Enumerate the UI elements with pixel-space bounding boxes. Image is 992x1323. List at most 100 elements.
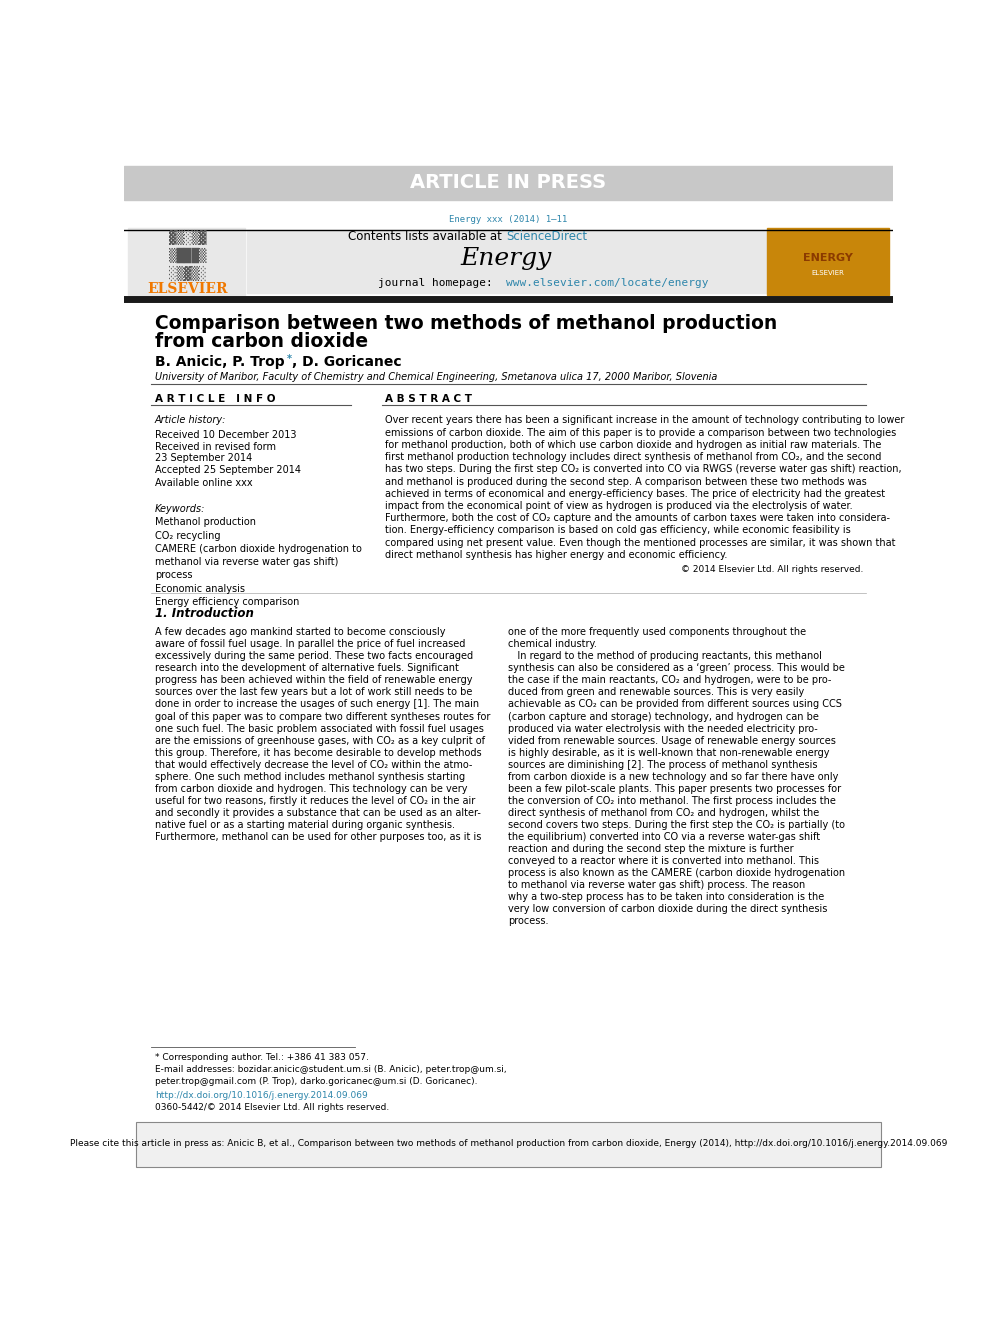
Text: emissions of carbon dioxide. The aim of this paper is to provide a comparison be: emissions of carbon dioxide. The aim of … [386,427,897,438]
Text: from carbon dioxide: from carbon dioxide [155,332,368,351]
Text: 0360-5442/© 2014 Elsevier Ltd. All rights reserved.: 0360-5442/© 2014 Elsevier Ltd. All right… [155,1103,389,1113]
Text: ELSEVIER: ELSEVIER [811,270,844,277]
Text: first methanol production technology includes direct synthesis of methanol from : first methanol production technology inc… [386,452,882,462]
Text: methanol via reverse water gas shift): methanol via reverse water gas shift) [155,557,338,568]
Text: excessively during the same period. These two facts encouraged: excessively during the same period. Thes… [155,651,473,662]
Text: reaction and during the second step the mixture is further: reaction and during the second step the … [509,844,794,853]
Text: compared using net present value. Even though the mentioned processes are simila: compared using net present value. Even t… [386,537,896,548]
Text: Keywords:: Keywords: [155,504,205,515]
Text: ARTICLE IN PRESS: ARTICLE IN PRESS [411,173,606,192]
Text: journal homepage:: journal homepage: [378,278,506,288]
Text: sources over the last few years but a lot of work still needs to be: sources over the last few years but a lo… [155,688,472,697]
Text: Methanol production: Methanol production [155,517,256,528]
Text: achieved in terms of economical and energy-efficiency bases. The price of electr: achieved in terms of economical and ener… [386,488,886,499]
Text: *: * [287,355,292,364]
Text: Please cite this article in press as: Anicic B, et al., Comparison between two m: Please cite this article in press as: An… [69,1139,947,1148]
Text: sources are diminishing [2]. The process of methanol synthesis: sources are diminishing [2]. The process… [509,759,817,770]
Text: duced from green and renewable sources. This is very easily: duced from green and renewable sources. … [509,688,805,697]
Text: has two steps. During the first step CO₂ is converted into CO via RWGS (reverse : has two steps. During the first step CO₂… [386,464,902,475]
Text: 23 September 2014: 23 September 2014 [155,454,252,463]
Text: Energy efficiency comparison: Energy efficiency comparison [155,597,300,607]
Text: progress has been achieved within the field of renewable energy: progress has been achieved within the fi… [155,676,472,685]
Text: CAMERE (carbon dioxide hydrogenation to: CAMERE (carbon dioxide hydrogenation to [155,544,362,554]
Text: Furthermore, both the cost of CO₂ capture and the amounts of carbon taxes were t: Furthermore, both the cost of CO₂ captur… [386,513,891,524]
Text: the case if the main reactants, CO₂ and hydrogen, were to be pro-: the case if the main reactants, CO₂ and … [509,676,831,685]
Text: E-mail addresses: bozidar.anicic@student.um.si (B. Anicic), peter.trop@um.si,: E-mail addresses: bozidar.anicic@student… [155,1065,506,1074]
Text: this group. Therefore, it has become desirable to develop methods: this group. Therefore, it has become des… [155,747,481,758]
Text: ▓▒░▒▓
▒███▒
░▒▓▒░: ▓▒░▒▓ ▒███▒ ░▒▓▒░ [169,230,206,280]
Text: process: process [155,570,192,581]
Text: Energy xxx (2014) 1–11: Energy xxx (2014) 1–11 [449,214,567,224]
Text: chemical industry.: chemical industry. [509,639,597,650]
Text: www.elsevier.com/locate/energy: www.elsevier.com/locate/energy [506,278,708,288]
Text: been a few pilot-scale plants. This paper presents two processes for: been a few pilot-scale plants. This pape… [509,783,841,794]
Text: Received in revised form: Received in revised form [155,442,276,452]
Text: ELSEVIER: ELSEVIER [148,282,228,296]
Text: Energy: Energy [460,247,552,270]
Text: University of Maribor, Faculty of Chemistry and Chemical Engineering, Smetanova : University of Maribor, Faculty of Chemis… [155,372,717,381]
Text: done in order to increase the usages of such energy [1]. The main: done in order to increase the usages of … [155,700,479,709]
Bar [136,1122,881,1167]
Bar [247,230,766,294]
Text: (carbon capture and storage) technology, and hydrogen can be: (carbon capture and storage) technology,… [509,712,819,721]
Text: Received 10 December 2013: Received 10 December 2013 [155,430,297,439]
Text: peter.trop@gmail.com (P. Trop), darko.goricanec@um.si (D. Goricanec).: peter.trop@gmail.com (P. Trop), darko.go… [155,1077,477,1086]
Text: impact from the economical point of view as hydrogen is produced via the electro: impact from the economical point of view… [386,501,853,511]
Text: one of the more frequently used components throughout the: one of the more frequently used componen… [509,627,806,638]
Text: very low conversion of carbon dioxide during the direct synthesis: very low conversion of carbon dioxide du… [509,904,827,914]
Text: http://dx.doi.org/10.1016/j.energy.2014.09.069: http://dx.doi.org/10.1016/j.energy.2014.… [155,1091,367,1099]
Text: A B S T R A C T: A B S T R A C T [386,394,472,404]
Text: CO₂ recycling: CO₂ recycling [155,531,220,541]
Text: tion. Energy-efficiency comparison is based on cold gas efficiency, while econom: tion. Energy-efficiency comparison is ba… [386,525,851,536]
Text: process.: process. [509,916,549,926]
Text: to methanol via reverse water gas shift) process. The reason: to methanol via reverse water gas shift)… [509,880,806,890]
Text: ENERGY: ENERGY [804,253,853,262]
Text: direct synthesis of methanol from CO₂ and hydrogen, whilst the: direct synthesis of methanol from CO₂ an… [509,807,819,818]
Text: are the emissions of greenhouse gases, with CO₂ as a key culprit of: are the emissions of greenhouse gases, w… [155,736,485,746]
Text: * Corresponding author. Tel.: +386 41 383 057.: * Corresponding author. Tel.: +386 41 38… [155,1053,369,1062]
Bar [768,228,889,295]
Text: from carbon dioxide is a new technology and so far there have only: from carbon dioxide is a new technology … [509,771,839,782]
Text: goal of this paper was to compare two different syntheses routes for: goal of this paper was to compare two di… [155,712,490,721]
Text: from carbon dioxide and hydrogen. This technology can be very: from carbon dioxide and hydrogen. This t… [155,783,467,794]
Text: research into the development of alternative fuels. Significant: research into the development of alterna… [155,663,458,673]
Text: synthesis can also be considered as a ‘green’ process. This would be: synthesis can also be considered as a ‘g… [509,663,845,673]
Text: achievable as CO₂ can be provided from different sources using CCS: achievable as CO₂ can be provided from d… [509,700,842,709]
Text: 1. Introduction: 1. Introduction [155,607,254,620]
Text: native fuel or as a starting material during organic synthesis.: native fuel or as a starting material du… [155,820,454,830]
Text: © 2014 Elsevier Ltd. All rights reserved.: © 2014 Elsevier Ltd. All rights reserved… [682,565,864,574]
Text: Accepted 25 September 2014: Accepted 25 September 2014 [155,466,301,475]
Text: Available online xxx: Available online xxx [155,478,252,488]
Bar [128,228,245,295]
Text: Comparison between two methods of methanol production: Comparison between two methods of methan… [155,314,777,332]
Text: A R T I C L E   I N F O: A R T I C L E I N F O [155,394,275,404]
Text: B. Anicic, P. Trop: B. Anicic, P. Trop [155,356,285,369]
Text: Article history:: Article history: [155,415,226,426]
Text: sphere. One such method includes methanol synthesis starting: sphere. One such method includes methano… [155,771,465,782]
Text: Economic analysis: Economic analysis [155,583,245,594]
Text: and methanol is produced during the second step. A comparison between these two : and methanol is produced during the seco… [386,476,867,487]
Text: is highly desirable, as it is well-known that non-renewable energy: is highly desirable, as it is well-known… [509,747,830,758]
Text: Over recent years there has been a significant increase in the amount of technol: Over recent years there has been a signi… [386,415,905,426]
Text: A few decades ago mankind started to become consciously: A few decades ago mankind started to bec… [155,627,445,638]
Text: why a two-step process has to be taken into consideration is the: why a two-step process has to be taken i… [509,892,824,902]
Text: produced via water electrolysis with the needed electricity pro-: produced via water electrolysis with the… [509,724,818,733]
Text: that would effectively decrease the level of CO₂ within the atmo-: that would effectively decrease the leve… [155,759,472,770]
Text: In regard to the method of producing reactants, this methanol: In regard to the method of producing rea… [509,651,822,662]
Text: Contents lists available at: Contents lists available at [348,230,506,242]
Text: direct methanol synthesis has higher energy and economic efficiency.: direct methanol synthesis has higher ene… [386,550,728,560]
Text: useful for two reasons, firstly it reduces the level of CO₂ in the air: useful for two reasons, firstly it reduc… [155,795,475,806]
Text: vided from renewable sources. Usage of renewable energy sources: vided from renewable sources. Usage of r… [509,736,836,746]
Text: conveyed to a reactor where it is converted into methanol. This: conveyed to a reactor where it is conver… [509,856,819,865]
Text: the equilibrium) converted into CO via a reverse water-gas shift: the equilibrium) converted into CO via a… [509,832,820,841]
Text: one such fuel. The basic problem associated with fossil fuel usages: one such fuel. The basic problem associa… [155,724,484,733]
Bar [124,165,893,200]
Text: for methanol production, both of which use carbon dioxide and hydrogen as initia: for methanol production, both of which u… [386,441,882,450]
Text: and secondly it provides a substance that can be used as an alter-: and secondly it provides a substance tha… [155,807,481,818]
Text: Furthermore, methanol can be used for other purposes too, as it is: Furthermore, methanol can be used for ot… [155,832,481,841]
Text: the conversion of CO₂ into methanol. The first process includes the: the conversion of CO₂ into methanol. The… [509,795,836,806]
Text: aware of fossil fuel usage. In parallel the price of fuel increased: aware of fossil fuel usage. In parallel … [155,639,465,650]
Text: , D. Goricanec: , D. Goricanec [292,356,401,369]
Text: second covers two steps. During the first step the CO₂ is partially (to: second covers two steps. During the firs… [509,820,845,830]
Text: ScienceDirect: ScienceDirect [506,230,587,242]
